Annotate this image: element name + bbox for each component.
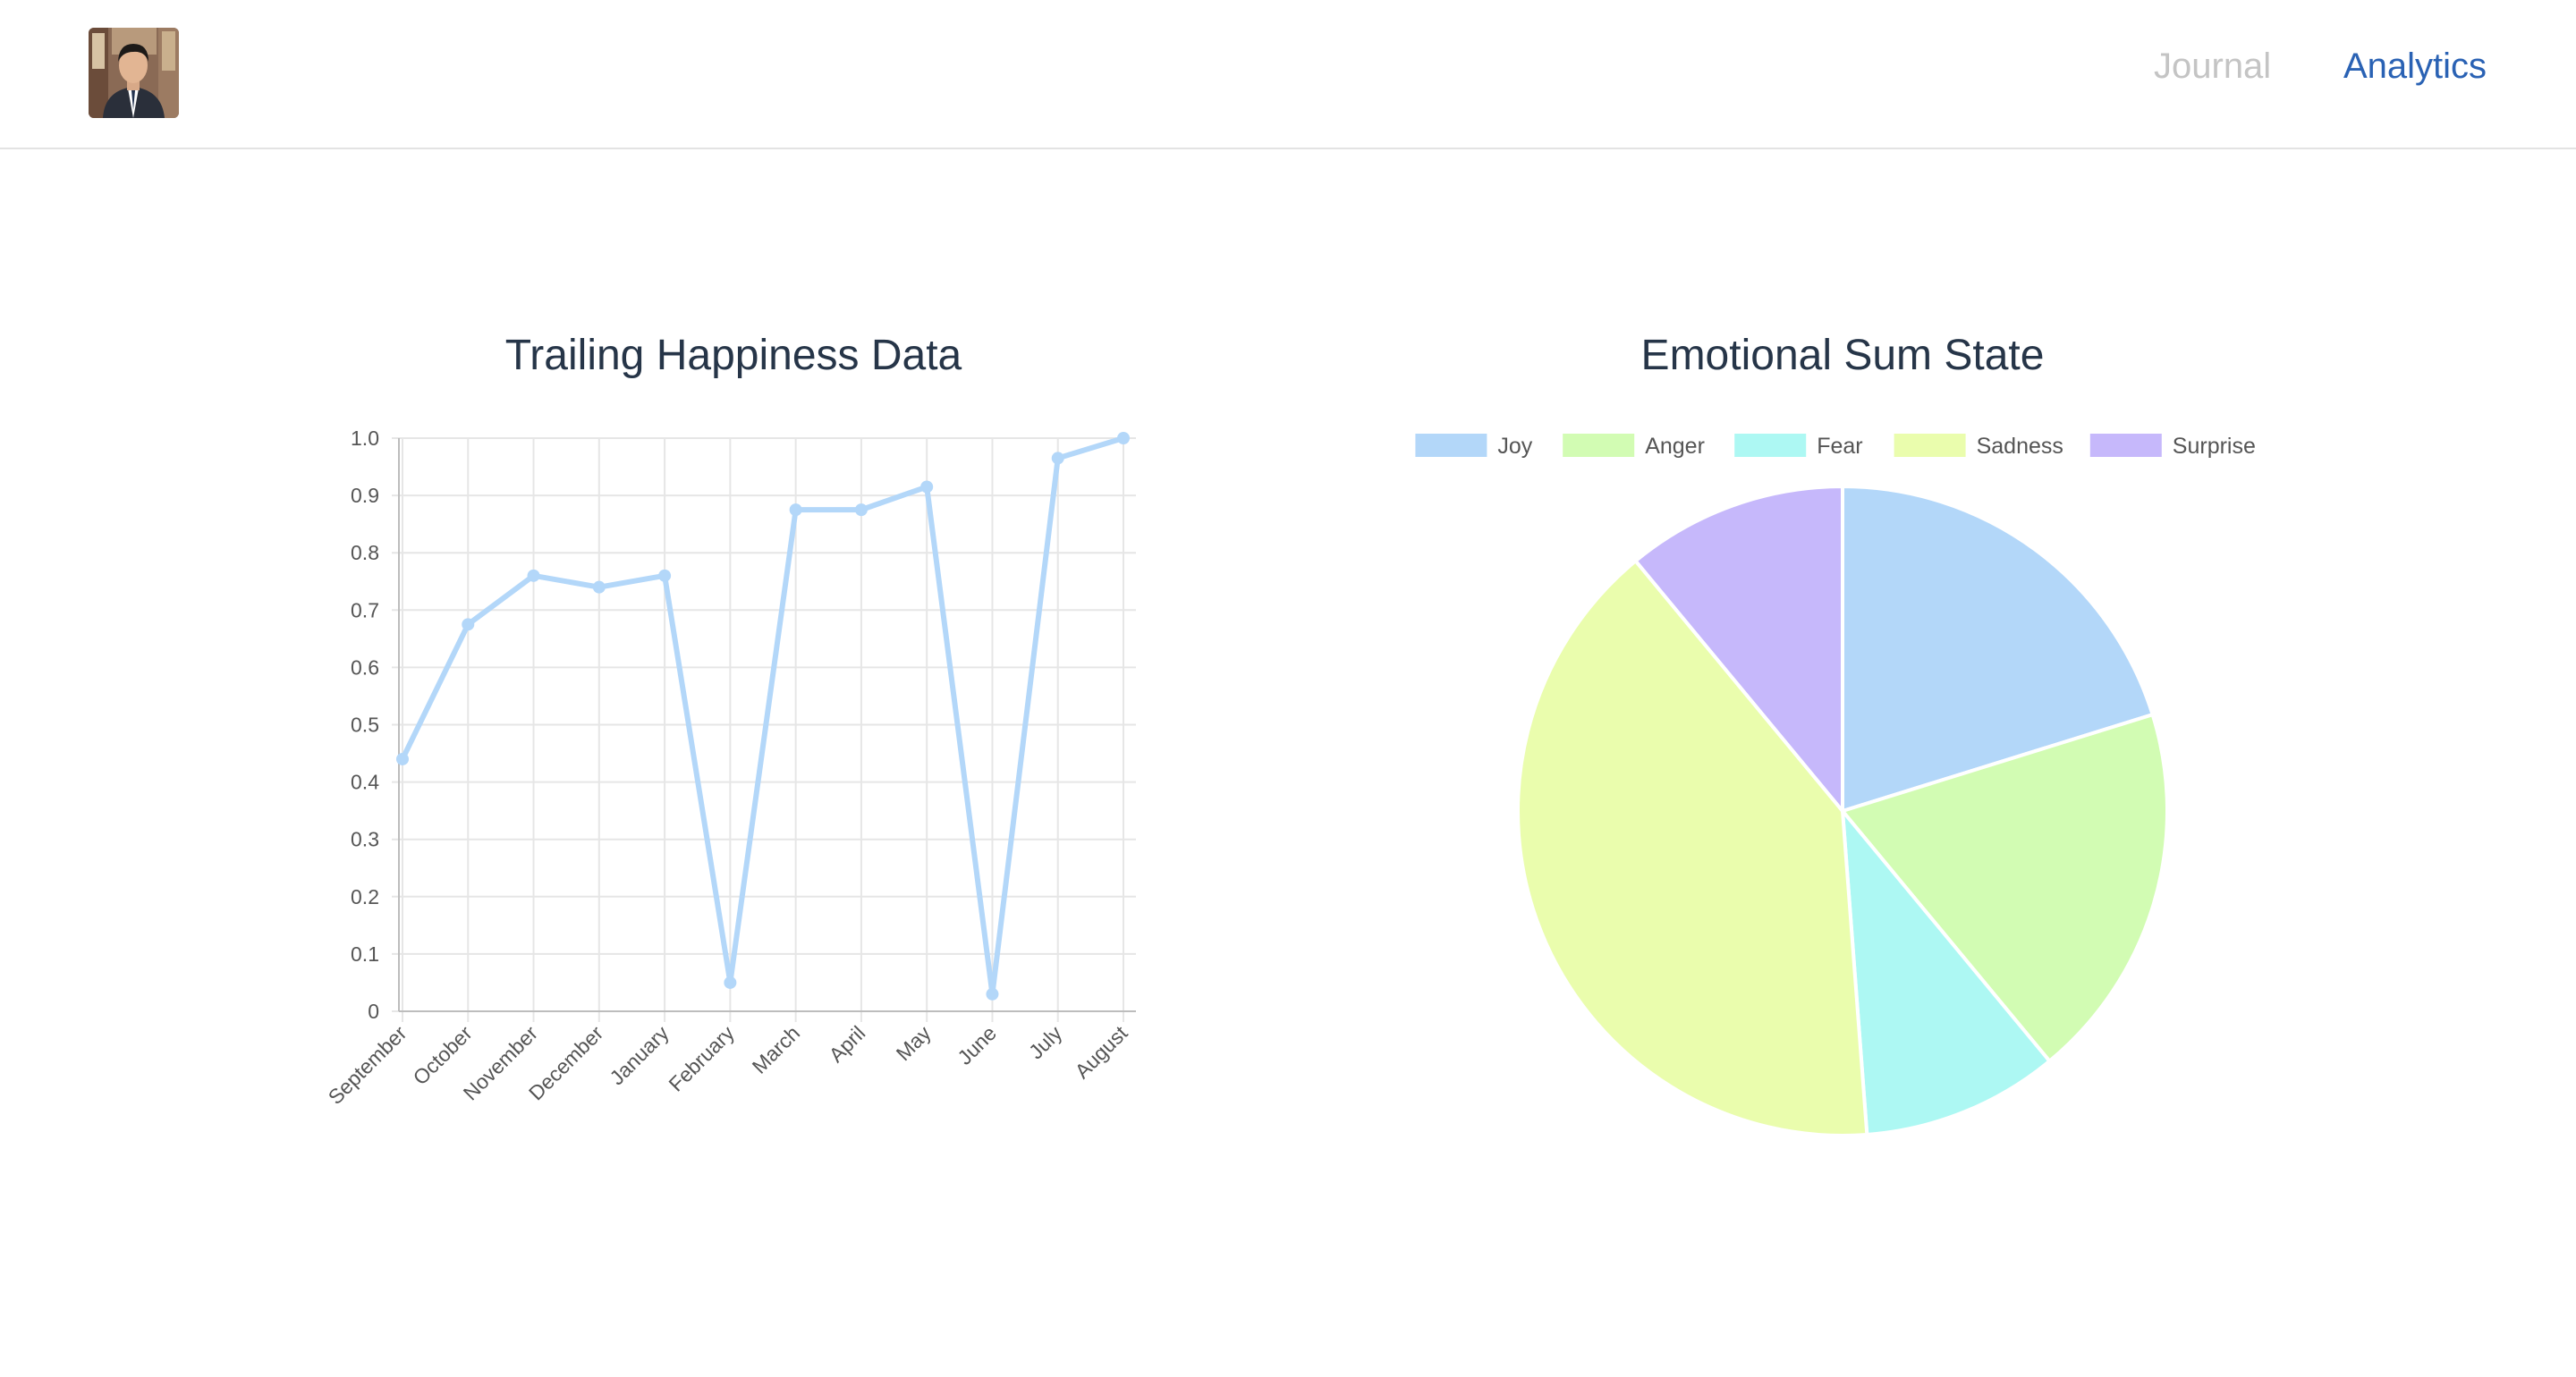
data-point [527, 569, 540, 582]
pie-slice-joy [1841, 484, 2156, 814]
y-tick-label: 0.1 [351, 942, 379, 966]
x-tick-label: June [953, 1021, 1001, 1069]
y-tick-label: 0.8 [351, 541, 379, 564]
legend-item-anger: Anger [1563, 434, 1705, 459]
data-point [920, 480, 934, 494]
y-tick-label: 0.2 [351, 885, 379, 908]
y-tick-label: 0 [368, 1000, 379, 1023]
y-tick-label: 0.4 [351, 771, 379, 794]
data-point [1117, 432, 1130, 444]
x-tick-label: March [748, 1021, 805, 1078]
y-tick-label: 0.7 [351, 598, 379, 621]
data-point [462, 618, 475, 631]
legend-item-sadness: Sadness [1894, 434, 2063, 459]
legend-item-joy: Joy [1415, 434, 1533, 459]
y-tick-label: 0.5 [351, 714, 379, 737]
y-tick-label: 0.3 [351, 828, 379, 851]
y-tick-label: 1.0 [351, 427, 379, 450]
legend-swatch [1894, 434, 1966, 457]
data-point [789, 503, 802, 517]
legend-label: Fear [1817, 434, 1862, 459]
x-tick-label: July [1024, 1021, 1067, 1064]
happiness-line-chart: 0 0.1 0.2 0.3 0.4 0.5 0.6 0.7 0.8 0.9 1.0 September… [324, 427, 1136, 1109]
avatar-photo [89, 28, 179, 118]
happiness-series-line [400, 435, 1124, 997]
legend-swatch [1563, 434, 1635, 457]
data-point [1051, 452, 1064, 465]
y-tick-label: 0.9 [351, 484, 379, 507]
legend-label: Anger [1645, 434, 1705, 459]
x-tick-label: September [324, 1021, 411, 1109]
data-point [592, 580, 606, 594]
legend-item-fear: Fear [1734, 434, 1863, 459]
legend-swatch [1734, 434, 1807, 457]
line-chart-title: Trailing Happiness Data [504, 332, 962, 379]
y-tick-label: 0.6 [351, 655, 379, 679]
nav-journal-link[interactable]: Journal [2154, 46, 2272, 86]
x-tick-label: February [664, 1021, 739, 1096]
pie-chart-title: Emotional Sum State [1640, 332, 2045, 379]
pie-slice-surprise [1632, 484, 1844, 816]
navbar: Journal Analytics [0, 0, 2576, 149]
emotion-pie-chart: Joy Anger Fear Sadness Surprise [1415, 434, 2256, 1137]
x-tick-label: August [1071, 1021, 1132, 1083]
data-point [854, 503, 868, 517]
pie-slice-sadness [1516, 558, 1869, 1137]
legend-item-surprise: Surprise [2089, 434, 2256, 459]
data-point [986, 987, 999, 1001]
nav-analytics-link[interactable]: Analytics [2343, 46, 2487, 86]
user-avatar[interactable] [89, 28, 179, 118]
pie-slice-fear [1840, 805, 2053, 1137]
legend-swatch [1415, 434, 1487, 457]
x-tick-label: April [825, 1021, 870, 1067]
pie-slice-anger [1839, 712, 2169, 1064]
data-point [658, 569, 672, 582]
data-point [724, 976, 737, 989]
data-point [396, 752, 409, 765]
legend-label: Surprise [2173, 434, 2256, 459]
legend-label: Joy [1497, 434, 1532, 459]
legend-swatch [2089, 434, 2162, 457]
legend-label: Sadness [1977, 434, 2063, 459]
x-tick-label: May [892, 1021, 936, 1065]
